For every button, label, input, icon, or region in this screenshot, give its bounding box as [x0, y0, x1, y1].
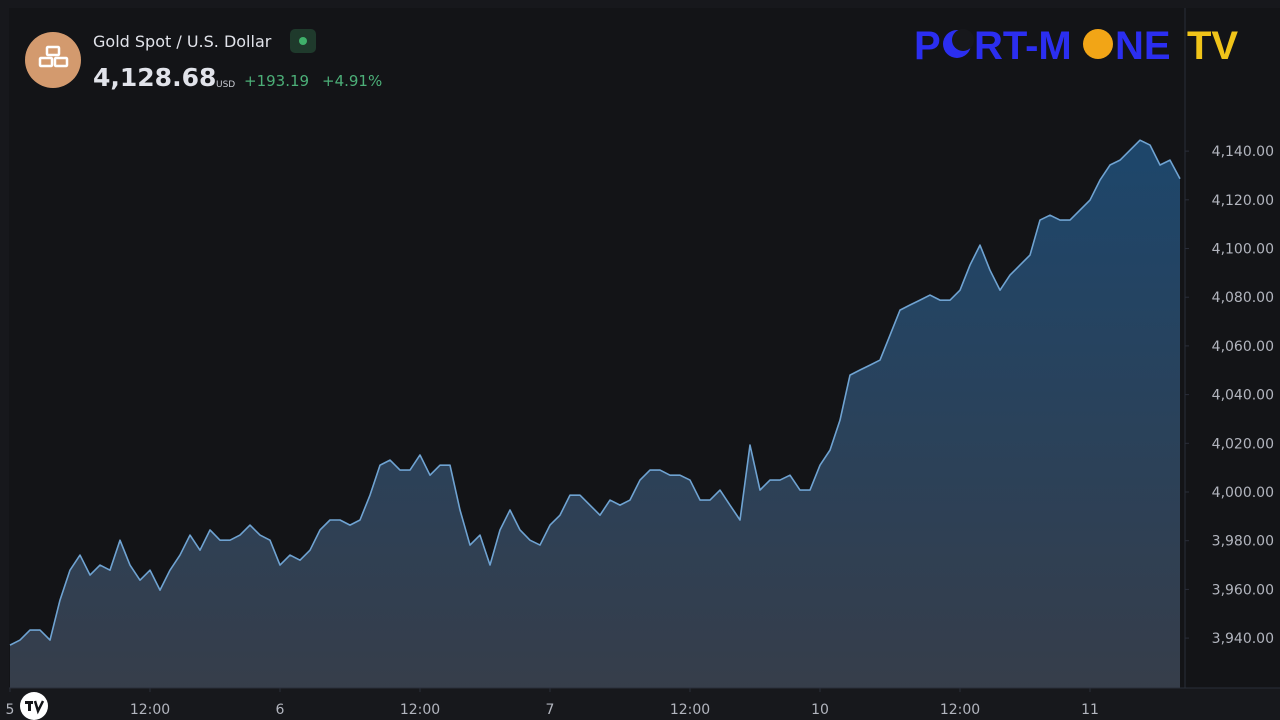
- y-tick-label: 4,140.00: [1212, 144, 1274, 160]
- y-tick-label: 4,080.00: [1212, 290, 1274, 306]
- symbol-icon: [25, 32, 81, 88]
- price-change-pct: +4.91%: [322, 72, 382, 90]
- logo-text: P: [914, 24, 941, 68]
- logo-text: RT-M: [974, 24, 1072, 68]
- x-tick-label: 12:00: [400, 702, 440, 718]
- y-tick-label: 4,120.00: [1212, 193, 1274, 209]
- y-tick-label: 4,060.00: [1212, 339, 1274, 355]
- x-tick-label: 7: [546, 702, 555, 718]
- logo-moon-cut: [952, 29, 974, 51]
- x-tick-label: 5: [6, 702, 15, 718]
- status-dot: [299, 37, 307, 45]
- y-tick-label: 4,040.00: [1212, 388, 1274, 404]
- tv-badge: [20, 692, 48, 720]
- area-fill: [10, 140, 1180, 688]
- y-tick-label: 3,940.00: [1212, 631, 1274, 647]
- price-line: [9, 139, 1181, 646]
- x-tick-label: 12:00: [940, 702, 980, 718]
- price-change: +193.19: [244, 72, 309, 90]
- x-tick-label: 10: [811, 702, 829, 718]
- x-tick-label: 11: [1081, 702, 1099, 718]
- x-tick-label: 6: [276, 702, 285, 718]
- logo-text: NE: [1115, 24, 1171, 68]
- logo: P RT-M NE TV: [914, 24, 1238, 68]
- y-tick-label: 4,000.00: [1212, 485, 1274, 501]
- y-tick-label: 3,960.00: [1212, 582, 1274, 598]
- logo-text: TV: [1187, 24, 1238, 68]
- x-tick-label: 12:00: [670, 702, 710, 718]
- price: 4,128.68: [93, 63, 216, 92]
- y-tick-label: 4,100.00: [1212, 242, 1274, 258]
- plot: [9, 139, 1181, 688]
- logo-sun: [1083, 29, 1113, 59]
- y-tick-label: 4,020.00: [1212, 436, 1274, 452]
- currency: USD: [216, 80, 235, 90]
- x-tick-label: 12:00: [130, 702, 170, 718]
- symbol-name: Gold Spot / U.S. Dollar: [93, 32, 272, 51]
- y-tick-label: 3,980.00: [1212, 534, 1274, 550]
